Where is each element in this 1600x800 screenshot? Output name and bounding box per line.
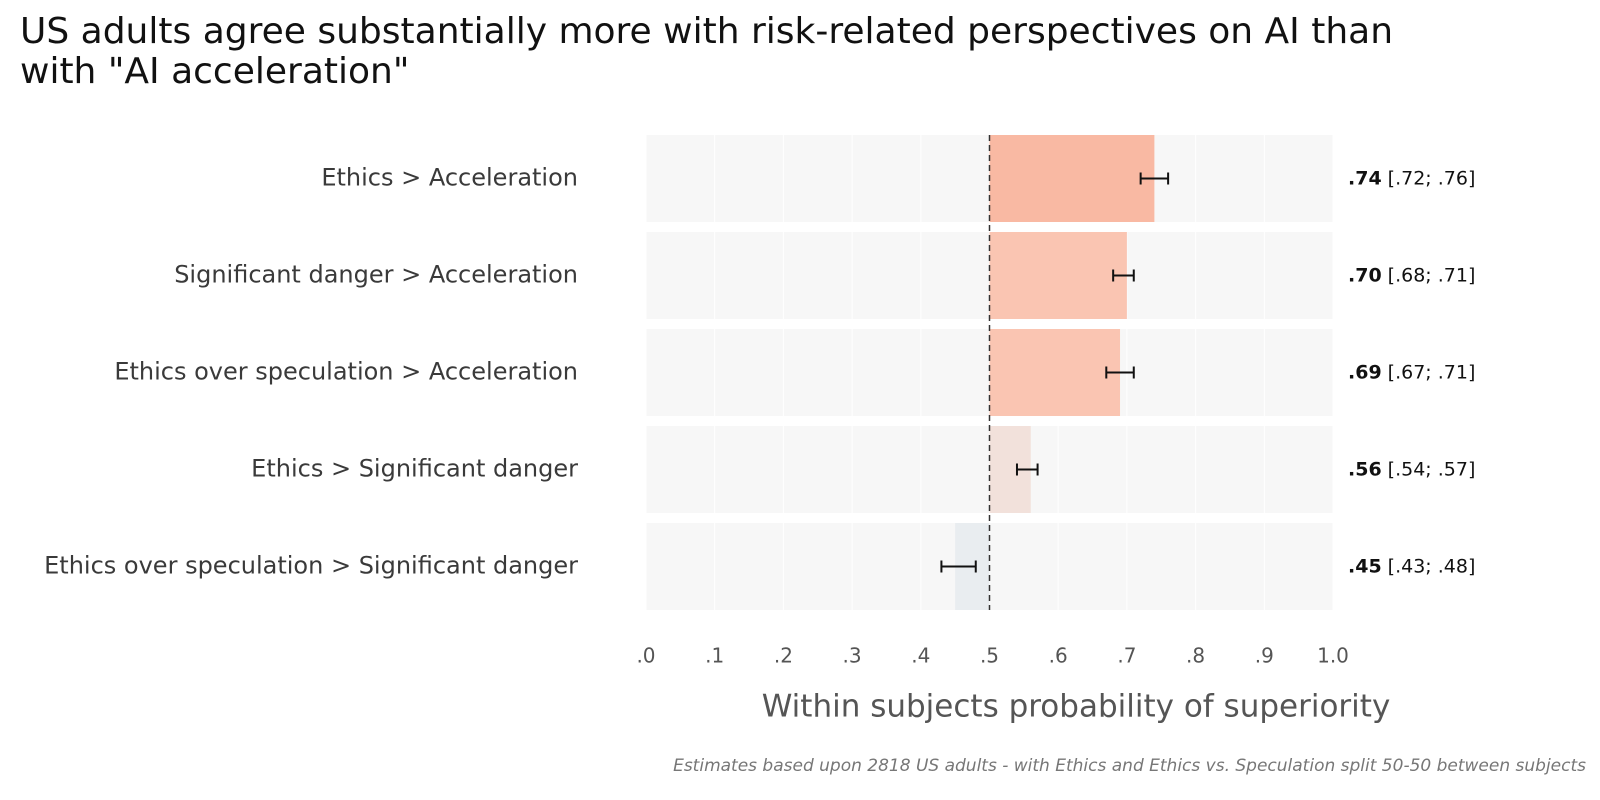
chart-caption: Estimates based upon 2818 US adults - wi… [673,756,1586,776]
x-tick-label: .8 [1186,644,1205,668]
x-tick-label: .0 [636,644,655,668]
x-tick-label: .7 [1117,644,1136,668]
value-label: .70 [.68; .71] [1348,264,1475,286]
value-label: .69 [.67; .71] [1348,361,1475,383]
category-label: Ethics over speculation > Significant da… [44,552,578,580]
x-tick-label: .9 [1255,644,1274,668]
chart-title: US adults agree substantially more with … [20,12,1520,92]
value-label-ci: [.54; .57] [1388,458,1476,480]
value-label-ci: [.68; .71] [1388,264,1476,286]
value-label: .56 [.54; .57] [1348,458,1475,480]
value-label-estimate: .69 [1348,361,1382,383]
bar [989,232,1127,319]
x-tick-label: .4 [911,644,930,668]
chart-title-line-1: US adults agree substantially more with … [20,11,1394,52]
bar [989,135,1155,222]
x-tick-label: .3 [843,644,862,668]
value-label: .74 [.72; .76] [1348,167,1475,189]
value-label-ci: [.72; .76] [1388,167,1476,189]
category-label: Ethics over speculation > Acceleration [114,358,578,386]
category-label: Significant danger > Acceleration [174,261,578,289]
value-label-estimate: .74 [1348,167,1382,189]
x-tick-label: .6 [1049,644,1068,668]
chart-title-line-2: with "AI acceleration" [20,51,410,92]
x-tick-label: .5 [980,644,999,668]
value-label-estimate: .45 [1348,555,1382,577]
x-tick-label: .1 [705,644,724,668]
bar [989,329,1121,416]
value-label-estimate: .56 [1348,458,1382,480]
x-tick-label: 1.0 [1317,644,1349,668]
value-label: .45 [.43; .48] [1348,555,1475,577]
value-label-ci: [.43; .48] [1388,555,1476,577]
x-axis-label: Within subjects probability of superiori… [762,689,1391,725]
x-tick-label: .2 [774,644,793,668]
category-label: Ethics > Significant danger [251,455,578,483]
category-label: Ethics > Acceleration [321,164,578,192]
value-label-ci: [.67; .71] [1388,361,1476,383]
value-label-estimate: .70 [1348,264,1382,286]
